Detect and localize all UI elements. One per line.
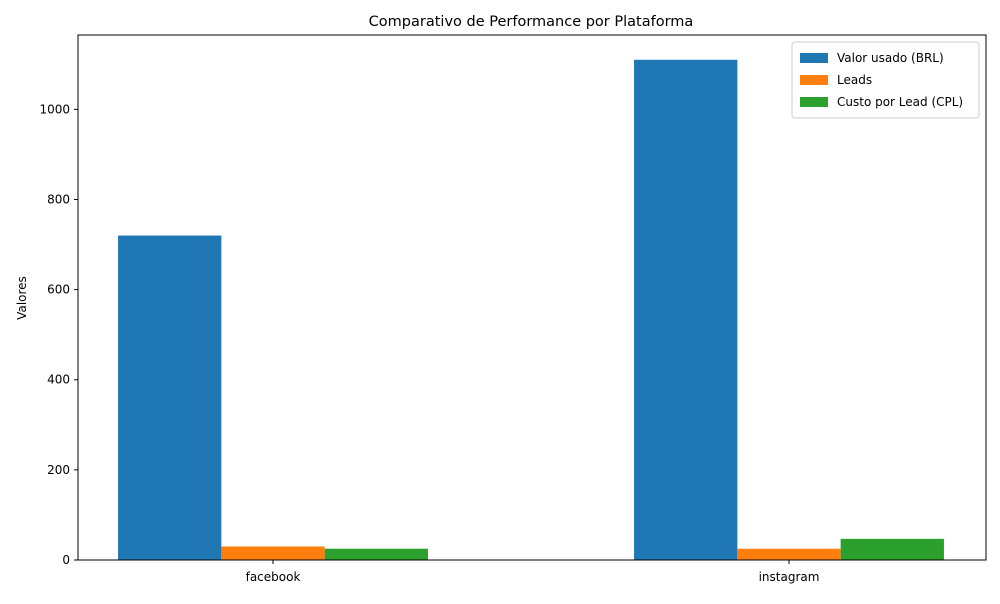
legend-swatch-1 — [800, 53, 828, 63]
y-tick-label: 600 — [47, 283, 70, 297]
y-axis-ticks: 0 200 400 600 800 1000 — [39, 102, 78, 567]
y-tick-label: 800 — [47, 192, 70, 206]
bar-facebook-series-2 — [221, 546, 325, 560]
chart-title: Comparativo de Performance por Plataform… — [369, 14, 694, 30]
y-tick-label: 0 — [62, 553, 70, 567]
bar-instagram-series-2 — [737, 548, 841, 560]
y-axis-label: Valores — [15, 276, 29, 320]
y-tick-label: 400 — [47, 373, 70, 387]
x-tick-label: facebook — [246, 570, 301, 584]
legend-box — [791, 41, 980, 119]
legend-swatch-2 — [800, 75, 828, 85]
legend: Valor usado (BRL) Leads Custo por Lead (CP… — [791, 41, 980, 119]
y-tick-label: 1000 — [39, 102, 70, 116]
bar-instagram-series-1 — [634, 59, 738, 560]
legend-label-3: Custo por Lead (CPL) — [837, 95, 963, 109]
plot-frame — [77, 34, 987, 561]
legend-label-1: Valor usado (BRL) — [837, 51, 944, 65]
bar-instagram-series-3 — [840, 538, 944, 560]
x-axis-ticks: facebook instagram — [246, 560, 820, 584]
y-tick-label: 200 — [47, 463, 70, 477]
x-tick-label: instagram — [759, 570, 820, 584]
legend-swatch-3 — [800, 97, 828, 107]
bar-facebook-series-1 — [118, 235, 222, 561]
bars-layer — [118, 59, 944, 561]
bar-facebook-series-3 — [324, 548, 428, 560]
legend-label-2: Leads — [837, 73, 872, 87]
